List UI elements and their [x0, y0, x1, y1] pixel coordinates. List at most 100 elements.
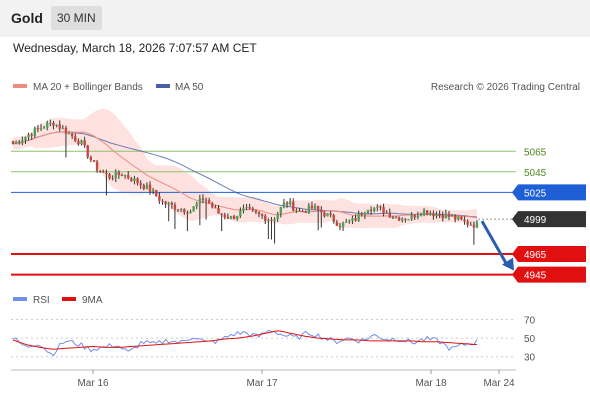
- header-bar: Gold 30 MIN: [0, 0, 590, 37]
- candle-body: [273, 219, 276, 221]
- candle-body: [307, 205, 311, 213]
- current-price-label: 4999: [524, 215, 547, 226]
- rsi-legend-swatch: [13, 297, 27, 301]
- candle-body: [401, 218, 404, 221]
- candle-body: [142, 185, 145, 189]
- candle-body: [454, 215, 457, 220]
- candle-body: [472, 224, 476, 228]
- candle-body: [357, 213, 360, 221]
- candle-body: [366, 209, 370, 213]
- candle-body: [123, 175, 127, 177]
- candle-body: [83, 140, 86, 146]
- candle-body: [95, 161, 99, 171]
- candle-body: [223, 214, 226, 218]
- candle-body: [214, 207, 217, 209]
- rsi-ma-legend-label: 9MA: [82, 295, 103, 306]
- candle-body: [301, 211, 304, 213]
- candle-body: [14, 141, 18, 145]
- ma20-legend-label: MA 20 + Bollinger Bands: [33, 82, 143, 93]
- candle-body: [379, 206, 382, 208]
- rsi-legend-label: RSI: [33, 295, 50, 306]
- candle-body: [183, 209, 186, 213]
- candle-body: [70, 133, 74, 137]
- candle-body: [111, 178, 114, 180]
- candle-body: [30, 134, 33, 136]
- support-label: 4945: [524, 271, 547, 282]
- candle-body: [285, 202, 289, 205]
- candle-body: [42, 127, 46, 129]
- candle-body: [391, 217, 395, 219]
- candle-body: [61, 127, 65, 129]
- candle-body: [36, 128, 40, 130]
- candle-body: [114, 171, 117, 179]
- candle-body: [475, 222, 479, 228]
- ma50-line: [12, 131, 478, 218]
- ma20-line: [12, 131, 478, 219]
- candle-body: [211, 203, 214, 208]
- candle-body: [466, 221, 469, 225]
- candle-body: [292, 201, 295, 211]
- candle-body: [239, 210, 242, 217]
- candle-body: [18, 141, 21, 144]
- candle-body: [55, 124, 58, 126]
- candle-body: [276, 213, 279, 220]
- support-tag: [512, 246, 586, 263]
- candle-body: [217, 207, 220, 214]
- rsi-ma-line: [12, 330, 478, 350]
- forecast-arrowhead: [502, 257, 514, 271]
- candle-body: [117, 171, 121, 175]
- candle-body: [270, 219, 273, 221]
- candle-layer: [11, 119, 479, 245]
- candle-body: [425, 210, 429, 215]
- candle-body: [450, 215, 454, 217]
- time-axis-label: Mar 17: [246, 378, 278, 389]
- rsi-tick-label: 50: [524, 334, 536, 345]
- candle-body: [419, 215, 423, 217]
- price-level-layer: 5065 5045 5025 4999 4965 4945: [11, 147, 586, 283]
- candle-body: [338, 225, 342, 228]
- candle-body: [385, 212, 388, 214]
- candle-body: [360, 213, 363, 216]
- candle-body: [410, 214, 413, 220]
- candle-body: [145, 184, 149, 189]
- candle-body: [46, 122, 49, 128]
- ma20-legend-swatch: [13, 84, 27, 88]
- candle-body: [460, 216, 463, 220]
- candle-body: [102, 171, 105, 173]
- candle-body: [394, 217, 398, 219]
- candle-body: [444, 213, 448, 219]
- candle-body: [186, 212, 189, 214]
- candle-body: [86, 145, 89, 158]
- candle-body: [429, 213, 432, 215]
- candle-body: [207, 200, 211, 204]
- asset-title: Gold: [11, 10, 43, 26]
- rsi-tick-label: 30: [524, 353, 536, 364]
- candle-body: [373, 207, 376, 211]
- candle-body: [89, 157, 93, 161]
- pivot-label: 5025: [524, 188, 547, 199]
- candle-body: [49, 122, 52, 124]
- copyright-text: Research © 2026 Trading Central: [431, 82, 580, 93]
- candle-body: [148, 184, 152, 192]
- ma50-legend-swatch: [156, 84, 170, 88]
- candle-body: [288, 201, 292, 205]
- candle-body: [413, 214, 416, 218]
- candle-body: [264, 215, 267, 221]
- candle-body: [320, 209, 323, 213]
- candle-body: [192, 206, 195, 212]
- candle-body: [354, 218, 357, 221]
- candle-body: [24, 136, 27, 141]
- candle-body: [64, 127, 68, 134]
- candle-body: [67, 133, 71, 135]
- candle-body: [139, 183, 142, 186]
- candle-body: [189, 211, 192, 214]
- candle-body: [260, 214, 264, 216]
- candle-body: [388, 212, 392, 218]
- timeframe-badge[interactable]: 30 MIN: [51, 6, 102, 30]
- support-tag: [512, 266, 586, 283]
- candle-body: [432, 213, 435, 217]
- candle-body: [329, 213, 332, 215]
- candle-body: [98, 170, 102, 172]
- candle-body: [108, 174, 111, 179]
- candle-body: [438, 214, 441, 216]
